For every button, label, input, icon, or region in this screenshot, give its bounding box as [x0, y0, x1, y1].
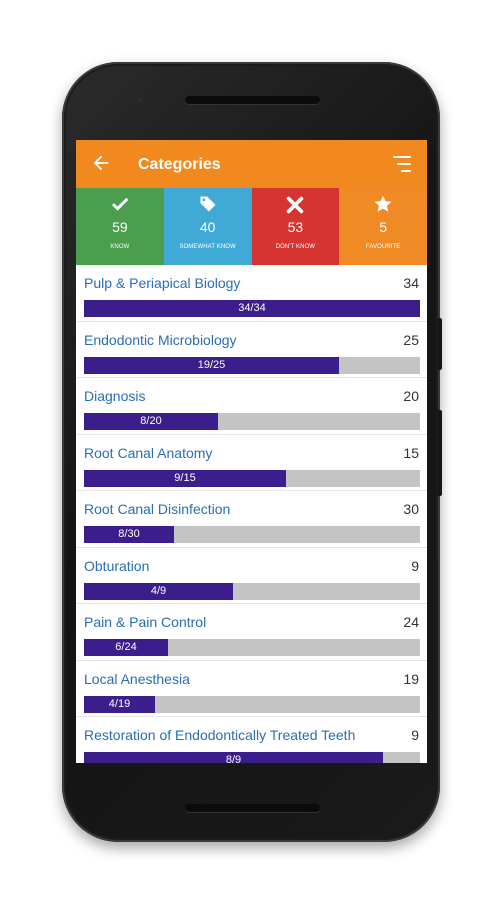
category-name: Diagnosis [84, 388, 146, 404]
tile-label: DON'T KNOW [275, 244, 316, 250]
category-list: Pulp & Periapical Biology 34 34/34 Endodont… [76, 265, 427, 763]
progress-fill [84, 300, 420, 317]
earpiece-speaker [185, 96, 320, 104]
app-screen: Categories 59 KNOW 40 SOMEWHAT KNOW 53 DON'T … [76, 140, 427, 763]
check-icon [76, 194, 164, 216]
category-row[interactable]: Local Anesthesia 19 4/19 [76, 661, 427, 717]
category-name: Root Canal Disinfection [84, 501, 231, 517]
progress-label: 8/30 [118, 528, 140, 540]
progress-fill [84, 413, 218, 430]
summary-tile-favourite[interactable]: 5 FAVOURITE [339, 188, 427, 265]
progress-label: 9/15 [174, 471, 196, 484]
progress-label: 34/34 [238, 302, 266, 314]
category-total: 20 [403, 388, 419, 404]
category-name: Pain & Pain Control [84, 614, 207, 630]
summary-tile-know[interactable]: 59 KNOW [76, 188, 164, 265]
tile-count: 59 [112, 219, 128, 235]
power-button [438, 318, 442, 370]
volume-button [438, 410, 442, 496]
category-total: 25 [403, 331, 419, 348]
progress-track: 8/30 [84, 526, 420, 543]
category-name: Obturation [84, 557, 150, 574]
bottom-speaker [185, 804, 320, 812]
progress-track: 6/24 [84, 639, 420, 656]
category-total: 30 [403, 501, 419, 517]
tile-label: KNOW [110, 244, 130, 250]
x-icon [252, 194, 340, 216]
category-row[interactable]: Endodontic Microbiology 25 19/25 [76, 322, 427, 378]
progress-track: 4/19 [84, 695, 420, 713]
tags-icon [164, 194, 252, 216]
progress-fill [84, 695, 155, 713]
progress-fill [84, 582, 233, 600]
progress-fill [84, 469, 286, 487]
category-row[interactable]: Pain & Pain Control 24 6/24 [76, 604, 427, 661]
page-title: Categories [138, 156, 221, 173]
tile-count: 5 [379, 219, 388, 235]
progress-track: 34/34 [84, 300, 420, 317]
category-row[interactable]: Root Canal Disinfection 30 8/30 [76, 491, 427, 548]
progress-track: 8/9 [84, 752, 420, 763]
category-total: 19 [403, 670, 419, 687]
front-camera [138, 98, 143, 103]
summary-tile-somewhat-know[interactable]: 40 SOMEWHAT KNOW [163, 188, 252, 265]
summary-tiles: 59 KNOW 40 SOMEWHAT KNOW 53 DON'T KNOW 5 FAVOUR… [76, 188, 427, 265]
progress-fill [84, 752, 383, 763]
progress-fill [84, 639, 168, 656]
progress-track: 4/9 [84, 582, 420, 600]
progress-track: 19/25 [84, 356, 420, 374]
progress-label: 4/19 [108, 697, 131, 710]
app-bar: Categories [76, 140, 427, 188]
category-row[interactable]: Pulp & Periapical Biology 34 34/34 [76, 265, 427, 322]
category-total: 34 [403, 275, 419, 291]
progress-fill [84, 526, 174, 543]
tile-label: FAVOURITE [365, 244, 401, 250]
category-name: Local Anesthesia [84, 670, 190, 687]
progress-track: 8/20 [84, 413, 420, 430]
progress-label: 8/20 [140, 415, 162, 427]
category-name: Root Canal Anatomy [84, 444, 213, 461]
progress-track: 9/15 [84, 469, 420, 487]
category-row[interactable]: Diagnosis 20 8/20 [76, 378, 427, 435]
arrow-left-icon[interactable] [90, 152, 112, 174]
category-name: Pulp & Periapical Biology [84, 275, 241, 291]
star-icon [339, 194, 427, 216]
category-name: Endodontic Microbiology [84, 331, 237, 348]
category-row[interactable]: Restoration of Endodontically Treated Te… [76, 717, 427, 763]
category-total: 9 [411, 727, 419, 743]
category-row[interactable]: Obturation 9 4/9 [76, 548, 427, 604]
progress-fill [84, 356, 339, 374]
category-total: 15 [403, 444, 419, 461]
progress-label: 8/9 [225, 754, 242, 763]
progress-label: 6/24 [115, 641, 137, 653]
sort-menu-icon[interactable] [393, 156, 411, 172]
summary-tile-don-t-know[interactable]: 53 DON'T KNOW [251, 188, 340, 265]
category-total: 9 [411, 557, 419, 574]
tile-count: 53 [287, 219, 304, 235]
progress-label: 19/25 [197, 358, 226, 371]
category-name: Restoration of Endodontically Treated Te… [84, 727, 356, 743]
category-row[interactable]: Root Canal Anatomy 15 9/15 [76, 435, 427, 491]
progress-label: 4/9 [150, 584, 167, 597]
category-total: 24 [403, 614, 419, 630]
tile-label: SOMEWHAT KNOW [179, 244, 236, 250]
tile-count: 40 [199, 219, 216, 235]
